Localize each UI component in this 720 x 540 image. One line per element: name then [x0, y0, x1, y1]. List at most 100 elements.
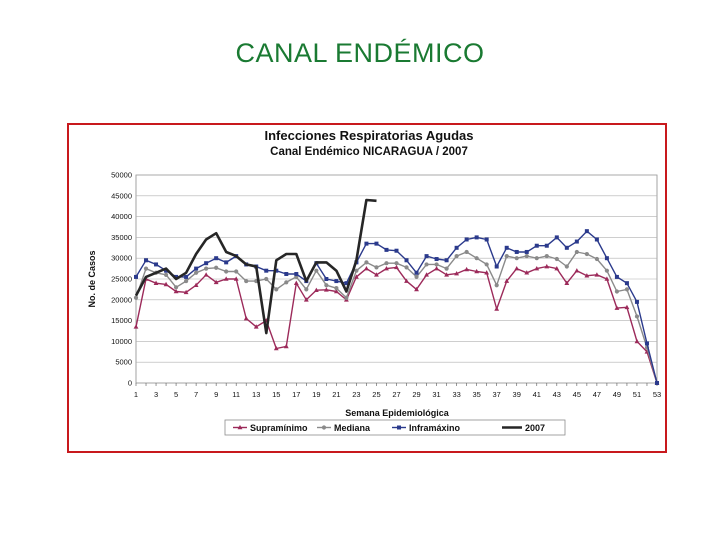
series-infram-xino-point	[634, 299, 639, 304]
series-supram-nimo-point	[414, 286, 419, 292]
series-supram-nimo-point	[464, 266, 470, 272]
x-tick-label: 21	[332, 390, 340, 399]
series-mediana-point	[584, 251, 589, 257]
slide-title: CANAL ENDÉMICO	[235, 38, 485, 68]
series-supram-nimo-point	[163, 281, 169, 287]
series-infram-xino-point	[444, 258, 449, 263]
series-supram-nimo-point	[564, 280, 570, 285]
series-mediana-point	[514, 256, 519, 261]
series-infram-xino-point	[484, 237, 489, 242]
series-mediana-point	[404, 265, 409, 270]
series-supram-nimo-point	[544, 263, 550, 269]
series-infram-xino-point	[524, 249, 529, 254]
series-mediana-point	[454, 254, 459, 259]
series-mediana-point	[474, 256, 479, 261]
series-mediana-point	[264, 276, 269, 282]
x-tick-label: 31	[432, 390, 440, 399]
series-mediana-point	[384, 261, 389, 266]
series-mediana-point	[564, 264, 569, 269]
series-supram-nimo-point	[273, 345, 279, 351]
series-supram-nimo-point	[173, 288, 179, 294]
series-infram-xino-point	[504, 245, 509, 250]
series-infram-xino-point	[404, 258, 409, 263]
series-supram-nimo-point	[354, 274, 359, 279]
y-tick-label: 50000	[111, 171, 132, 180]
series-infram-xino-point	[534, 243, 539, 248]
series-mediana-point	[234, 269, 239, 274]
x-tick-label: 41	[533, 390, 541, 399]
y-tick-label: 15000	[111, 316, 132, 325]
series-infram-xino-point	[374, 241, 379, 246]
series-mediana-point	[374, 265, 379, 270]
y-axis-label: No. de Casos	[87, 250, 97, 307]
series-supram-nimo-point	[424, 272, 429, 277]
series-mediana-point	[324, 283, 329, 288]
x-tick-label: 9	[214, 390, 218, 399]
chart-frame: Infecciones Respiratorias Agudas Canal E…	[67, 123, 667, 453]
series-infram-xino-point	[454, 245, 459, 250]
series-infram-xino-point	[554, 235, 559, 240]
series-infram-xino-point	[134, 274, 138, 279]
series-infram-xino-point	[294, 272, 299, 277]
series-infram-xino-point	[334, 279, 339, 284]
y-tick-label: 25000	[111, 275, 132, 284]
x-tick-label: 3	[154, 390, 158, 399]
chart-svg: Infecciones Respiratorias Agudas Canal E…	[87, 128, 661, 436]
series-supram-nimo-point	[283, 343, 289, 349]
y-tick-label: 40000	[111, 212, 132, 221]
x-tick-label: 43	[553, 390, 561, 399]
series-infram-xino-point	[384, 247, 389, 252]
chart-title: Infecciones Respiratorias Agudas	[264, 128, 473, 143]
series-supram-nimo-point	[133, 324, 139, 329]
series-mediana-point	[534, 256, 539, 261]
legend-swatch-marker	[321, 425, 327, 430]
series-supram-nimo-point	[614, 305, 620, 310]
x-tick-label: 49	[613, 390, 621, 399]
series-supram-nimo-point	[594, 272, 600, 277]
x-tick-label: 35	[472, 390, 480, 399]
series-supram-nimo-point	[223, 276, 229, 281]
plot-area: 0 5000 10000 15000 20000 25000 30000 35000 40000…	[111, 171, 661, 400]
series-supram-nimo-point	[313, 287, 319, 293]
series-mediana-point	[304, 287, 309, 292]
series-supram-nimo-point	[504, 278, 510, 283]
series-mediana-point	[444, 266, 449, 271]
x-axis-label: Semana Epidemiológica	[345, 408, 450, 418]
series-mediana-point	[394, 261, 399, 266]
series-supram-nimo-point	[494, 306, 500, 311]
x-tick-label: 45	[573, 390, 581, 399]
series-mediana-point	[334, 286, 339, 291]
series-supram-nimo-point	[153, 280, 159, 285]
series-supram-nimo-point	[303, 297, 309, 302]
legend: Supramínimo Mediana Inframáxino 2007	[224, 419, 566, 436]
y-tick-label: 10000	[111, 337, 132, 346]
x-tick-label: 27	[392, 390, 400, 399]
x-tick-label: 1	[134, 390, 138, 399]
series-infram-xino-point	[474, 235, 479, 240]
series-supram-nimo-point	[203, 272, 209, 277]
series-infram-xino-point	[514, 249, 519, 254]
x-tick-label: 17	[292, 390, 300, 399]
x-tick-label: 47	[593, 390, 601, 399]
series-infram-xino-point	[614, 274, 619, 279]
x-tick-label: 33	[452, 390, 460, 399]
series-supram-nimo-point	[474, 268, 480, 274]
x-tick-label: 19	[312, 390, 320, 399]
series-mediana-point	[274, 287, 279, 292]
x-tick-label: 13	[252, 390, 260, 399]
series-mediana-point	[594, 256, 599, 262]
series-mediana-point	[434, 262, 439, 267]
series-infram-xino-point	[214, 256, 219, 261]
series-infram-xino-point	[644, 341, 649, 346]
series-mediana-point	[364, 260, 369, 265]
series-infram-xino-point	[324, 277, 329, 281]
legend-swatch-marker	[397, 425, 401, 430]
series-infram-xino-point	[574, 239, 579, 244]
series-infram-xino-point	[414, 270, 419, 275]
x-tick-label: 39	[513, 390, 521, 399]
series-mediana-point	[344, 295, 349, 300]
legend-label: Mediana	[334, 423, 371, 433]
series-supram-nimo-point	[534, 266, 540, 271]
series-infram-xino-point	[424, 254, 429, 259]
series-mediana-point	[624, 287, 630, 292]
